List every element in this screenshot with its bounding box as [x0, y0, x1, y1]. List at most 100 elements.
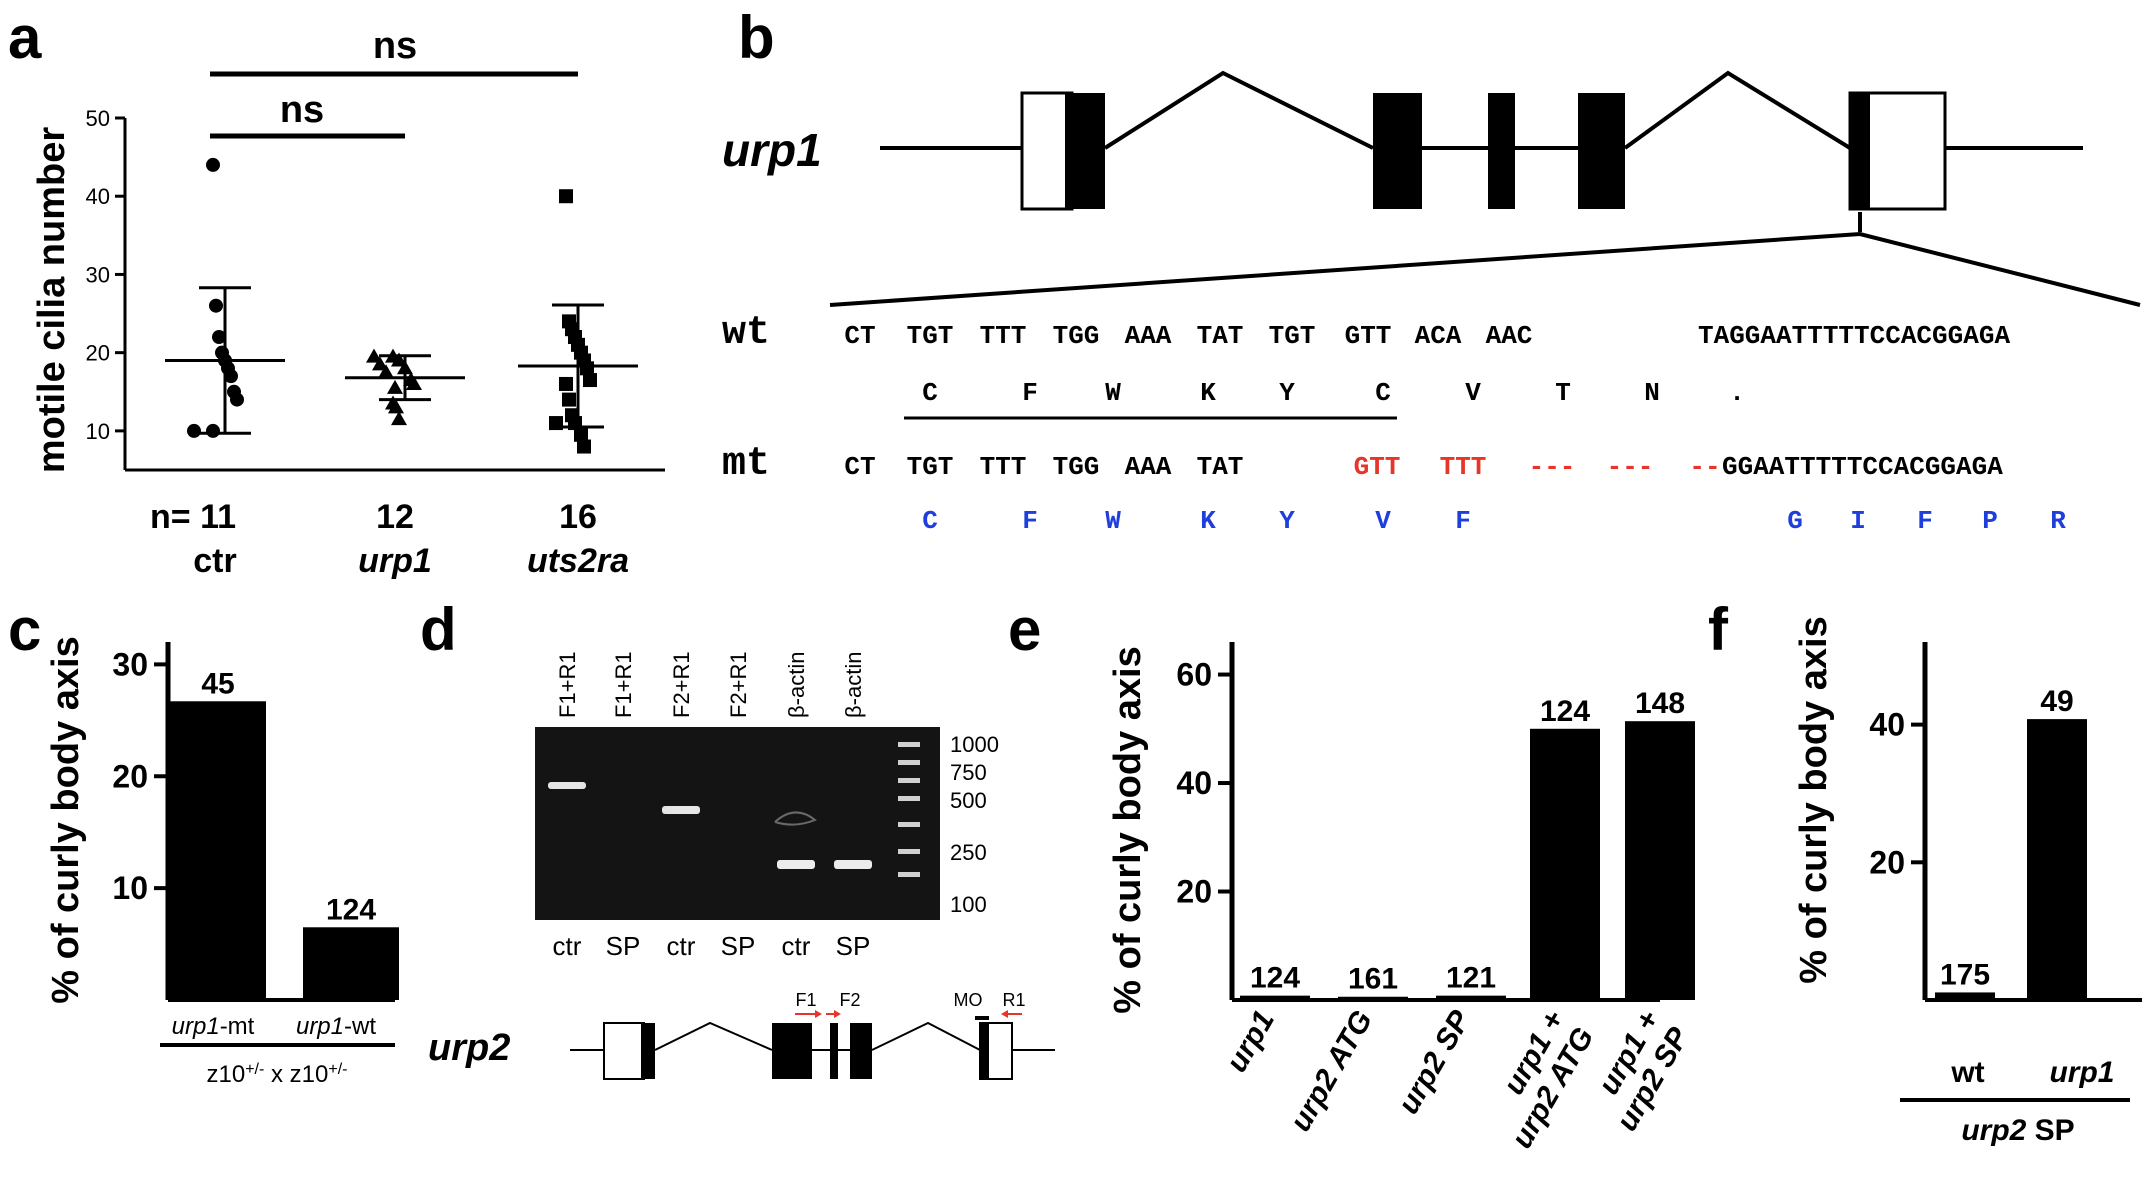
b-gene-model [829, 70, 2141, 307]
b-wt-codon: AAC [1486, 321, 1533, 351]
b-mt-codon-mutated: GTT [1354, 452, 1401, 482]
b-wt-codon: GTT [1345, 321, 1392, 351]
b-mt-aa: G [1787, 506, 1803, 536]
e-y-tick-label: 40 [1176, 765, 1212, 801]
d-gel-bands [548, 742, 920, 877]
e-bar-count: 161 [1348, 963, 1398, 996]
b-mt-aa: F [1455, 506, 1471, 536]
a-point-uts2ra [562, 392, 576, 407]
b-exon1-cds [1065, 93, 1105, 209]
b-wt-aa: T [1555, 378, 1571, 408]
d-lane-labels-bottom: ctr SP ctr SP ctr SP [553, 931, 871, 961]
c-xcat-mt: urp1-mt [172, 1013, 255, 1040]
b-exon2 [1373, 93, 1422, 209]
d-gene-model [570, 1016, 1055, 1080]
d-lane-labels-top: F1+R1 F1+R1 F2+R1 F2+R1 β-actin β-actin [555, 651, 866, 718]
f-y-label: % of curly body axis [1793, 616, 1835, 983]
e-y-ticks: 20 40 60 [1176, 657, 1232, 910]
c-bar-count: 124 [326, 893, 376, 926]
a-point-urp1 [406, 375, 422, 390]
b-wt-protein: C F W K Y C V T N. [922, 378, 1745, 408]
e-bar [1530, 728, 1600, 1000]
ns-label-top: ns [373, 25, 417, 67]
f-bar-count: 49 [2040, 685, 2073, 718]
a-group-urp1: urp1 [358, 542, 432, 580]
c-bars: 45 124 [170, 667, 399, 1000]
b-mt-label: mt [722, 442, 770, 487]
panel-b: b urp1 wt mt CT TGT TTT TGG AAA TAT TGT GTT ACA A… [722, 4, 2141, 536]
panel-c: c 10 20 30 45 124 % of curly body axis urp1… [8, 596, 399, 1088]
f-group-label: urp2 SP [1961, 1114, 2074, 1147]
d-primer-label: R1 [1002, 990, 1025, 1010]
a-point-ctr [206, 157, 220, 172]
f-bars: 175 49 [1935, 685, 2087, 1000]
panel-letter-b: b [738, 4, 775, 71]
panel-letter-f: f [1708, 596, 1729, 663]
d-ladder-label: 250 [950, 840, 987, 865]
a-group-uts2ra: uts2ra [527, 542, 629, 580]
e-bar-count: 148 [1635, 687, 1685, 720]
a-point-ctr [209, 298, 223, 313]
e-xcat-line1: urp1 [1220, 1005, 1281, 1078]
panel-e: e 20 40 60 124 161 121 124 148 % of curly body… [1008, 596, 1696, 1154]
a-count-uts2ra: 16 [559, 498, 597, 536]
d-primer-labels: F1 F2 MO R1 [795, 990, 1025, 1010]
d-lane-top-label: F1+R1 [611, 651, 636, 718]
b-mt-codon: AAA [1125, 452, 1172, 482]
d-primer-label: MO [954, 990, 983, 1010]
a-count-urp1: 12 [376, 498, 414, 536]
e-y-label: % of curly body axis [1107, 646, 1149, 1013]
b-mt-codon-mutated: -- [1689, 452, 1720, 482]
b-mt-sequence: CT TGT TTT TGG AAA TAT GTT TTT --- --- -- GGAATTTTT… [844, 452, 2003, 482]
b-wt-codon: CT [844, 321, 875, 351]
c-y-label: % of curly body axis [45, 636, 87, 1003]
f-bar-count: 175 [1940, 958, 1990, 991]
e-xcat-label: urp1 +urp2 ATG [1476, 1005, 1601, 1154]
b-wt-aa: K [1200, 378, 1216, 408]
a-point-ctr [224, 369, 238, 384]
a-point-urp1 [391, 411, 407, 426]
a-point-ctr [212, 330, 226, 345]
b-exon1-utr [1020, 91, 1074, 211]
b-mt-codon: TAT [1197, 452, 1244, 482]
e-bar [1338, 996, 1408, 1000]
d-lane-top-label: β-actin [784, 652, 809, 718]
b-wt-aa: . [1729, 378, 1745, 408]
b-mt-aa: W [1105, 506, 1121, 536]
b-mt-aa: I [1850, 506, 1866, 536]
d-lane-bottom-label: SP [606, 931, 641, 961]
d-lane-bottom-label: ctr [553, 931, 582, 961]
d-ladder-label: 1000 [950, 732, 999, 757]
d-lane-top-label: F2+R1 [726, 651, 751, 718]
d-primer-label: F1 [795, 990, 816, 1010]
f-bar [2027, 719, 2087, 1000]
d-ladder-label: 100 [950, 892, 987, 917]
b-wt-codon: TAGGAATTTTTCCACGGAGA [1698, 321, 2010, 351]
e-xcat-line1: urp2 SP [1392, 1004, 1478, 1120]
b-wt-codon: TGT [1269, 321, 1316, 351]
b-mt-tail: GGAATTTTTCCACGGAGA [1722, 452, 2003, 482]
a-point-uts2ra [577, 439, 591, 454]
f-bar [1935, 992, 1995, 1000]
d-lane-top-label: F1+R1 [555, 651, 580, 718]
b-mt-codon: TTT [980, 452, 1027, 482]
d-gene-label: urp2 [428, 1027, 510, 1069]
a-point-urp1 [378, 364, 394, 379]
b-wt-codon: AAA [1125, 321, 1172, 351]
e-bar [1436, 995, 1506, 1000]
b-wt-aa: C [922, 378, 938, 408]
panel-d: d F1+R1 F1+R1 F2+R1 F2+R1 β-actin β-actin 100… [420, 596, 1055, 1080]
b-wt-sequence: CT TGT TTT TGG AAA TAT TGT GTT ACA AAC TAGGAATTTTT… [844, 321, 2010, 351]
c-bar [303, 927, 399, 1000]
b-wt-aa: W [1105, 378, 1121, 408]
e-xcat-label: urp1 +urp2 SP [1581, 1004, 1696, 1137]
a-y-label: motile cilia number [31, 127, 73, 474]
d-lane-top-label: β-actin [841, 652, 866, 718]
b-wt-aa: C [1375, 378, 1391, 408]
d-lane-bottom-label: ctr [782, 931, 811, 961]
a-point-uts2ra [574, 427, 588, 442]
f-xcat-wt: wt [1950, 1056, 1984, 1089]
